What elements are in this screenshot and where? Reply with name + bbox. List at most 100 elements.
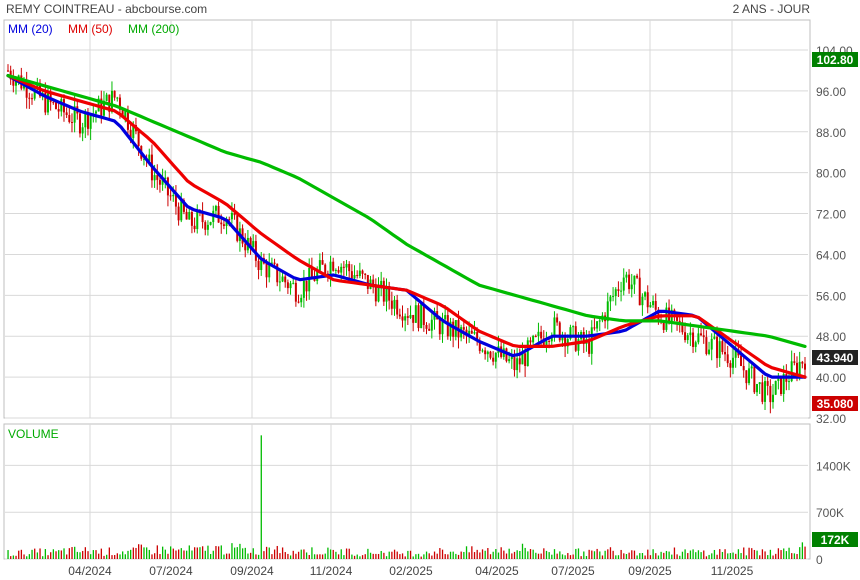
candle-body	[52, 102, 55, 104]
candle-body	[124, 111, 127, 118]
candle-body	[537, 331, 540, 336]
volume-bar	[295, 553, 297, 559]
volume-bar	[130, 549, 132, 559]
volume-bar	[271, 554, 273, 559]
volume-bar	[167, 553, 169, 559]
candle-body	[337, 269, 340, 273]
candle-body	[769, 385, 772, 403]
candle-body	[190, 212, 193, 226]
candle-body	[697, 333, 700, 343]
candle-body	[486, 351, 489, 355]
volume-bar	[801, 542, 804, 559]
volume-bar	[599, 551, 601, 559]
candle-body	[612, 296, 615, 298]
candle-body	[804, 363, 806, 370]
volume-bar	[519, 550, 521, 559]
volume-bar	[143, 547, 145, 559]
date-tick-label: 04/2025	[475, 564, 519, 578]
candle-body	[310, 267, 313, 277]
candle-body	[726, 354, 729, 364]
volume-title: VOLUME	[8, 427, 59, 441]
volume-bar	[764, 551, 766, 559]
candle-body	[462, 327, 465, 330]
candle-body	[481, 350, 484, 352]
volume-bar	[620, 549, 622, 559]
volume-bar	[537, 553, 540, 559]
volume-bar	[196, 547, 198, 559]
date-tick-label: 09/2025	[628, 564, 672, 578]
candle-body	[446, 315, 449, 337]
volume-bar	[260, 435, 262, 559]
candle-body	[564, 334, 567, 347]
volume-bar	[649, 555, 652, 559]
volume-bar	[665, 550, 668, 559]
candle-body	[46, 93, 49, 113]
volume-bar	[281, 547, 284, 559]
candle-body	[172, 194, 175, 197]
candle-body	[380, 280, 383, 286]
volume-bar	[793, 553, 796, 559]
volume-bar	[799, 547, 801, 559]
candle-body	[545, 340, 548, 345]
volume-bar	[375, 553, 377, 559]
candle-body	[798, 361, 801, 376]
volume-bar	[583, 551, 585, 559]
volume-bar	[604, 550, 606, 559]
candle-body	[65, 112, 68, 116]
volume-bar	[351, 554, 353, 559]
candle-body	[553, 317, 556, 336]
ma200-badge: 102.80	[817, 53, 854, 67]
candle-body	[28, 97, 31, 99]
volume-bar	[297, 551, 300, 559]
volume-bar	[369, 552, 372, 559]
candle-body	[332, 261, 335, 271]
candle-body	[217, 205, 220, 223]
volume-bar	[148, 549, 150, 559]
candle-body	[252, 241, 255, 247]
volume-bar	[236, 547, 238, 559]
candle-body	[476, 332, 479, 342]
volume-bar	[457, 554, 460, 559]
volume-bar	[663, 552, 665, 559]
volume-bar	[492, 551, 494, 559]
candle-body	[742, 365, 745, 371]
volume-bar	[220, 545, 222, 559]
date-tick-label: 02/2025	[389, 564, 433, 578]
volume-bar	[55, 551, 57, 559]
candle-body	[44, 92, 47, 113]
candle-body	[646, 292, 649, 308]
volume-bar	[753, 549, 756, 559]
volume-bar	[644, 555, 646, 559]
volume-bar	[279, 553, 281, 559]
volume-bar	[18, 550, 20, 559]
volume-bar	[687, 553, 689, 559]
volume-bar	[388, 551, 390, 559]
candle-body	[756, 384, 759, 393]
volume-bar	[423, 554, 425, 559]
candle-body	[113, 90, 116, 98]
candle-body	[444, 315, 447, 320]
volume-bar	[585, 556, 588, 559]
price-tick-label: 72.00	[816, 208, 846, 222]
candle-body	[361, 270, 364, 274]
candle-body	[478, 341, 481, 351]
candle-body	[665, 307, 668, 330]
volume-bar	[569, 555, 572, 559]
candle-body	[278, 281, 281, 283]
volume-bar	[759, 555, 761, 559]
candle-body	[470, 330, 473, 334]
volume-bar	[300, 549, 302, 559]
candle-body	[204, 222, 207, 230]
volume-bar	[425, 551, 428, 559]
volume-bar	[772, 555, 774, 559]
candle-body	[161, 178, 164, 185]
volume-bar	[151, 554, 153, 559]
candle-body	[569, 327, 572, 339]
volume-bar	[396, 551, 398, 559]
volume-bar	[340, 549, 342, 559]
candle-body	[289, 283, 292, 289]
candle-body	[228, 219, 231, 221]
period-label: 2 ANS - JOUR	[733, 2, 811, 16]
volume-bar	[100, 548, 102, 559]
